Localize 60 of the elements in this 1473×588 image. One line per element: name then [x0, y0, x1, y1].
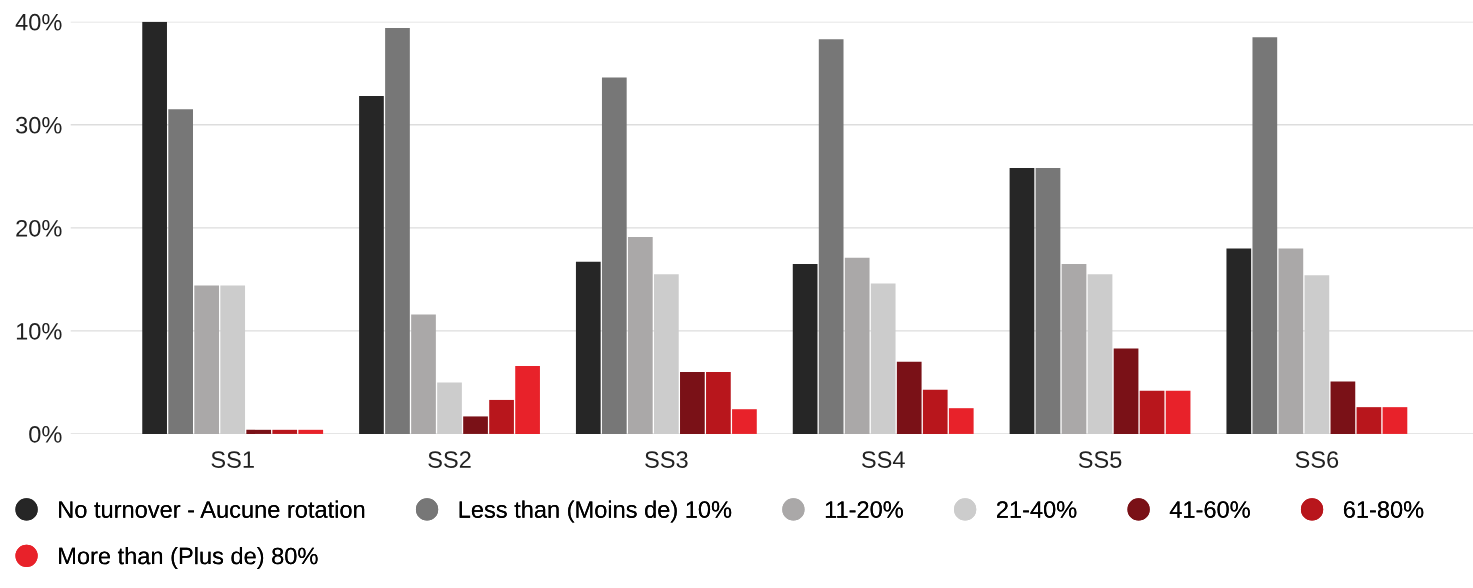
- bar: [706, 372, 731, 434]
- bar: [1382, 407, 1408, 434]
- bar: [1061, 263, 1087, 434]
- y-tick-label: 20%: [16, 219, 62, 237]
- bar: [1009, 168, 1035, 434]
- bar: [515, 365, 540, 434]
- bar: [1252, 37, 1278, 434]
- bar: [1278, 248, 1304, 434]
- legend-label: Less than (Moins de) 10%: [459, 500, 732, 523]
- bar: [948, 408, 974, 434]
- bar: [870, 283, 896, 434]
- bar: [385, 27, 410, 434]
- bar: [680, 372, 705, 434]
- bar: [1087, 274, 1113, 434]
- legend-label: No turnover - Aucune rotation: [59, 500, 365, 518]
- bar: [437, 382, 462, 434]
- legend-label: 61-80%: [1343, 501, 1424, 518]
- bar: [1139, 390, 1165, 434]
- bar: [601, 77, 627, 434]
- bar: [298, 429, 324, 434]
- legend-label: 11-20%: [825, 501, 903, 518]
- bar: [359, 95, 384, 434]
- bar: [844, 257, 870, 434]
- bar: [246, 429, 272, 434]
- x-tick-label: SS1: [211, 451, 254, 468]
- bar: [1113, 348, 1139, 434]
- bar: [411, 314, 436, 434]
- bar: [818, 39, 844, 434]
- bar: [575, 261, 601, 434]
- y-tick-label: 10%: [16, 322, 62, 340]
- bar: [142, 21, 167, 434]
- bar: [654, 274, 679, 434]
- bar: [272, 429, 298, 434]
- bar: [194, 285, 220, 434]
- bar: [1356, 407, 1382, 434]
- bar: [792, 263, 818, 434]
- x-tick-label: SS4: [861, 451, 905, 468]
- y-tick-label: 30%: [16, 116, 62, 134]
- bar: [220, 285, 246, 434]
- x-tick-label: SS5: [1078, 451, 1122, 468]
- bar: [896, 361, 922, 434]
- x-tick-label: SS6: [1295, 451, 1339, 468]
- bar: [1035, 168, 1061, 434]
- y-tick-label: 0%: [29, 426, 62, 443]
- bar: [732, 409, 757, 434]
- bar: [1330, 381, 1356, 434]
- bar: [489, 399, 514, 434]
- x-tick-label: SS3: [645, 451, 688, 468]
- legend-label: 21-40%: [997, 501, 1077, 518]
- legend-label: More than (Plus de) 80%: [59, 547, 318, 570]
- y-tick-label: 40%: [15, 13, 62, 31]
- bar: [1226, 248, 1252, 434]
- bar: [1165, 390, 1191, 434]
- bar: [463, 416, 488, 434]
- bar: [1304, 275, 1330, 434]
- x-tick-label: SS2: [428, 451, 471, 468]
- bar: [168, 109, 193, 434]
- legend-label: 41-60%: [1169, 501, 1250, 518]
- bar: [922, 389, 948, 434]
- bar: [627, 237, 653, 434]
